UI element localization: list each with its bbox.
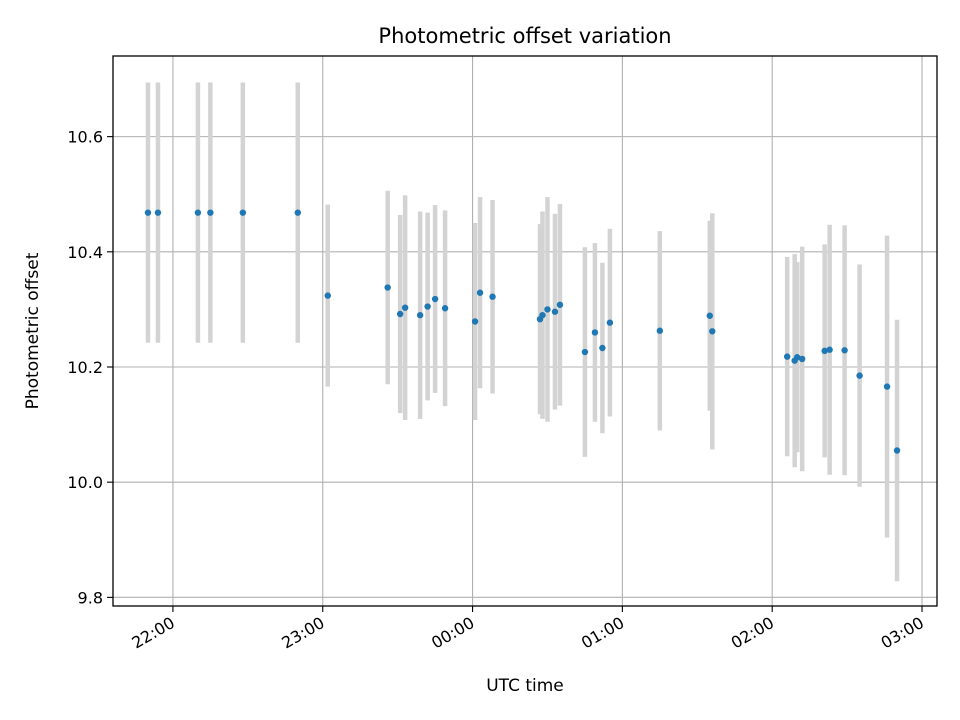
chart-title: Photometric offset variation xyxy=(378,24,671,48)
data-point xyxy=(656,327,664,334)
y-tick-label: 10.6 xyxy=(67,128,103,147)
y-axis-ticks: 9.8 10.0 10.2 10.4 10.6 xyxy=(67,128,113,607)
data-point xyxy=(431,295,439,303)
y-tick-label: 9.8 xyxy=(78,588,103,607)
data-point xyxy=(424,303,431,310)
data-point xyxy=(556,301,564,308)
data-point xyxy=(706,312,713,319)
data-point xyxy=(194,209,202,216)
data-point xyxy=(396,310,404,318)
data-point xyxy=(826,346,833,353)
data-point xyxy=(551,308,559,315)
data-point xyxy=(883,383,891,390)
data-point xyxy=(441,305,449,312)
data-point xyxy=(581,348,589,356)
data-point xyxy=(324,292,331,299)
data-point xyxy=(793,354,801,361)
data-points xyxy=(144,209,901,454)
data-point xyxy=(709,328,716,335)
plot-area-background xyxy=(113,56,937,606)
data-point xyxy=(783,353,791,360)
data-point xyxy=(384,284,391,291)
data-point xyxy=(207,209,214,216)
data-point xyxy=(401,304,409,311)
data-point xyxy=(239,209,247,216)
data-point xyxy=(821,347,828,355)
data-point xyxy=(539,311,546,319)
grid xyxy=(113,56,937,606)
data-point xyxy=(893,447,901,454)
data-point xyxy=(294,209,301,216)
plot-frame xyxy=(112,55,938,607)
data-point xyxy=(599,344,606,352)
data-point xyxy=(489,293,496,300)
data-point xyxy=(591,329,599,336)
data-point xyxy=(144,209,152,216)
data-point xyxy=(544,306,551,313)
y-tick-label: 10.4 xyxy=(67,243,103,262)
y-axis-title: Photometric offset xyxy=(23,252,43,409)
y-tick-label: 10.2 xyxy=(67,358,103,377)
data-point xyxy=(798,355,806,363)
data-point xyxy=(606,319,614,326)
data-point xyxy=(471,318,479,325)
data-point xyxy=(154,209,162,216)
data-point xyxy=(416,311,424,319)
y-tick-label: 10.0 xyxy=(67,473,103,492)
data-point xyxy=(841,347,848,354)
x-axis-title: UTC time xyxy=(486,676,564,696)
data-point xyxy=(856,372,863,379)
data-point xyxy=(476,289,484,296)
